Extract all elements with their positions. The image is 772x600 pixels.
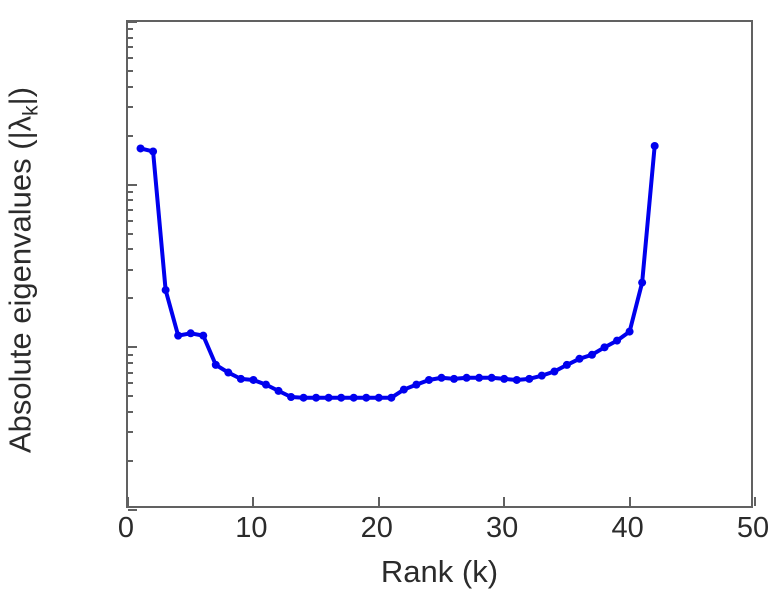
y-axis-tick	[128, 21, 137, 23]
data-point	[211, 360, 220, 369]
x-axis-tick	[628, 497, 631, 506]
x-axis-tick	[377, 497, 380, 506]
data-point	[613, 336, 622, 345]
data-point	[550, 367, 559, 376]
y-axis-label-text: Absolute eigenvalues (|	[2, 131, 38, 454]
y-axis-tick	[128, 509, 137, 511]
y-axis-minor-tick	[128, 382, 133, 385]
data-point	[236, 374, 245, 383]
data-point	[362, 393, 371, 402]
data-point	[312, 393, 321, 402]
x-tick-label-40: 40	[611, 512, 644, 544]
y-axis-tick	[128, 346, 137, 349]
y-axis-minor-tick	[128, 353, 133, 356]
data-point	[562, 360, 571, 369]
x-tick-label-50: 50	[736, 512, 770, 544]
data-point	[638, 278, 647, 287]
y-axis-tick	[128, 183, 137, 186]
x-tick-label-20: 20	[360, 512, 393, 544]
data-point	[287, 393, 296, 402]
y-axis-label-container: Absolute eigenvalues (|λk|)	[0, 0, 46, 540]
data-point	[274, 386, 283, 395]
x-axis-tick	[127, 497, 129, 506]
lambda-symbol: λ	[2, 115, 38, 132]
y-axis-minor-tick	[128, 28, 133, 31]
data-point	[299, 393, 308, 402]
data-point	[625, 327, 634, 336]
y-axis-label-suffix: |)	[2, 86, 38, 106]
x-tick-label-30: 30	[486, 512, 519, 544]
data-point	[324, 393, 333, 402]
y-axis-minor-tick	[128, 208, 133, 211]
data-point	[537, 371, 546, 380]
x-axis-tick	[754, 497, 756, 506]
data-point	[374, 393, 383, 402]
data-point	[475, 373, 484, 382]
data-point	[149, 147, 158, 156]
y-axis-minor-tick	[128, 297, 133, 300]
y-axis-label: Absolute eigenvalues (|λk|)	[2, 86, 43, 454]
data-point	[500, 374, 509, 383]
data-point	[174, 331, 183, 340]
y-axis-minor-tick	[128, 431, 133, 434]
y-axis-minor-tick	[128, 36, 133, 39]
data-point	[186, 329, 195, 338]
data-point	[224, 368, 233, 377]
eigenvalue-series-markers	[136, 141, 659, 402]
data-point	[337, 393, 346, 402]
data-point	[387, 393, 396, 402]
data-point	[600, 343, 609, 352]
y-axis-minor-tick	[128, 232, 133, 235]
x-axis-tick	[252, 497, 255, 506]
data-point	[512, 375, 521, 384]
y-axis-minor-tick	[128, 371, 133, 374]
y-axis-minor-tick	[128, 411, 133, 414]
data-point	[199, 331, 208, 340]
y-axis-minor-tick	[128, 85, 133, 88]
x-axis-tick	[503, 497, 506, 506]
y-axis-minor-tick	[128, 57, 133, 60]
y-axis-minor-tick	[128, 248, 133, 251]
x-axis-label: Rank (k)	[380, 554, 499, 589]
data-point	[349, 393, 358, 402]
y-axis-minor-tick	[128, 460, 133, 463]
y-axis-minor-tick	[128, 134, 133, 137]
y-axis-minor-tick	[128, 46, 133, 49]
x-tick-label-0: 0	[117, 512, 135, 544]
data-point	[462, 373, 471, 382]
data-point	[450, 374, 459, 383]
data-point	[437, 373, 446, 382]
y-axis-minor-tick	[128, 191, 133, 194]
data-point	[525, 374, 534, 383]
y-axis-minor-tick	[128, 69, 133, 72]
data-point	[575, 354, 584, 363]
data-point	[587, 350, 596, 359]
lambda-subscript: k	[19, 105, 43, 116]
y-axis-minor-tick	[128, 106, 133, 109]
plot-area	[126, 20, 756, 511]
data-point	[650, 141, 659, 150]
data-point	[161, 286, 170, 295]
data-point	[424, 375, 433, 384]
x-tick-label-10: 10	[235, 512, 268, 544]
y-axis-minor-tick	[128, 395, 133, 398]
data-point	[261, 380, 270, 389]
data-point	[412, 380, 421, 389]
data-point	[487, 373, 496, 382]
y-axis-minor-tick	[128, 268, 133, 271]
data-point	[399, 385, 408, 394]
y-axis-minor-tick	[128, 362, 133, 365]
data-point	[249, 375, 258, 384]
data-series-svg	[136, 141, 659, 402]
y-axis-minor-tick	[128, 219, 133, 222]
data-point	[136, 144, 145, 153]
y-axis-minor-tick	[128, 199, 133, 202]
